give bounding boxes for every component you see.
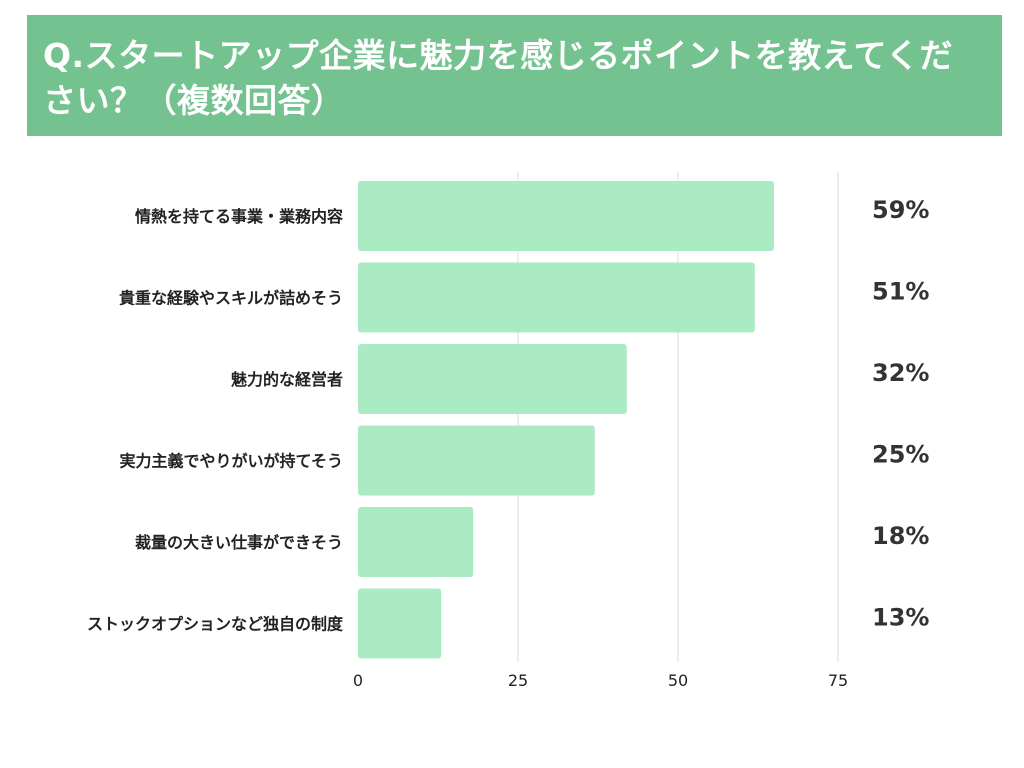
x-axis-ticks: 0 25 50 75 xyxy=(353,671,848,690)
category-label: 裁量の大きい仕事ができそう xyxy=(135,533,343,552)
x-tick-label: 0 xyxy=(353,671,363,690)
bar xyxy=(358,262,755,333)
x-tick-label: 25 xyxy=(508,671,528,690)
value-label: 25% xyxy=(872,441,929,469)
value-label: 13% xyxy=(872,604,929,632)
category-label: 貴重な経験やスキルが詰めそう xyxy=(119,289,343,308)
value-label: 32% xyxy=(872,359,929,387)
category-label: ストックオプションなど独自の制度 xyxy=(87,615,344,634)
value-label: 51% xyxy=(872,278,929,306)
value-label: 18% xyxy=(872,522,929,550)
grid-lines xyxy=(517,172,839,662)
bar xyxy=(358,425,595,496)
category-label: 実力主義でやりがいが持てそう xyxy=(119,452,343,471)
value-labels: 59% 51% 32% 25% 18% 13% xyxy=(872,196,929,632)
bar xyxy=(358,181,774,251)
value-label: 59% xyxy=(872,196,929,224)
category-label: 魅力的な経営者 xyxy=(231,370,343,389)
category-labels: 情熱を持てる事業・業務内容貴重な経験やスキルが詰めそう魅力的な経営者実力主義でや… xyxy=(87,207,344,634)
bar xyxy=(358,588,442,659)
category-label: 情熱を持てる事業・業務内容 xyxy=(135,207,343,226)
x-tick-label: 50 xyxy=(668,671,688,690)
bars xyxy=(358,181,774,659)
bar xyxy=(358,344,627,414)
bar xyxy=(358,507,474,577)
title-banner: Q.スタートアップ企業に魅力を感じるポイントを教えてください？（複数回答） xyxy=(27,15,1002,136)
chart-title: Q.スタートアップ企業に魅力を感じるポイントを教えてください？（複数回答） xyxy=(43,36,953,120)
x-tick-label: 75 xyxy=(828,671,848,690)
